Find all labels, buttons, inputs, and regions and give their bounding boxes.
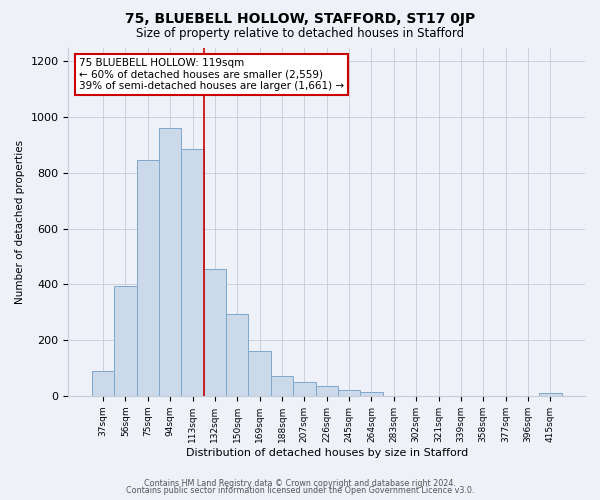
Text: Size of property relative to detached houses in Stafford: Size of property relative to detached ho… <box>136 28 464 40</box>
Bar <box>539 393 562 396</box>
Text: Contains HM Land Registry data © Crown copyright and database right 2024.: Contains HM Land Registry data © Crown c… <box>144 478 456 488</box>
Y-axis label: Number of detached properties: Number of detached properties <box>15 140 25 304</box>
Bar <box>316 386 338 396</box>
Text: 75, BLUEBELL HOLLOW, STAFFORD, ST17 0JP: 75, BLUEBELL HOLLOW, STAFFORD, ST17 0JP <box>125 12 475 26</box>
X-axis label: Distribution of detached houses by size in Stafford: Distribution of detached houses by size … <box>185 448 468 458</box>
Bar <box>159 128 181 396</box>
Bar <box>271 376 293 396</box>
Bar <box>137 160 159 396</box>
Bar <box>92 371 114 396</box>
Bar <box>181 149 204 396</box>
Text: 75 BLUEBELL HOLLOW: 119sqm
← 60% of detached houses are smaller (2,559)
39% of s: 75 BLUEBELL HOLLOW: 119sqm ← 60% of deta… <box>79 58 344 91</box>
Text: Contains public sector information licensed under the Open Government Licence v3: Contains public sector information licen… <box>126 486 474 495</box>
Bar <box>338 390 360 396</box>
Bar <box>204 269 226 396</box>
Bar <box>293 382 316 396</box>
Bar <box>360 392 383 396</box>
Bar <box>226 314 248 396</box>
Bar <box>248 352 271 396</box>
Bar <box>114 286 137 396</box>
